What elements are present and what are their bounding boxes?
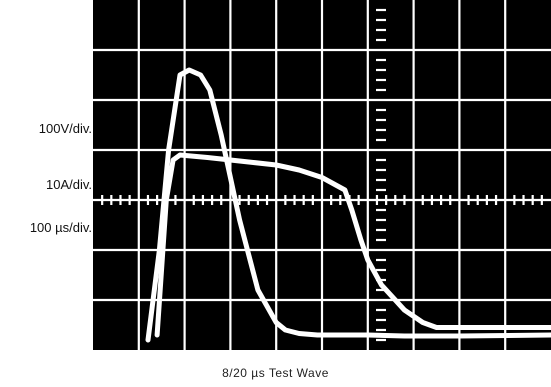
chart-caption: 8/20 µs Test Wave bbox=[222, 366, 329, 380]
voltage-scale-label: 100V/div. bbox=[38, 121, 92, 136]
current-scale-label: 10A/div. bbox=[45, 177, 92, 192]
time-scale-label: 100 µs/div. bbox=[29, 220, 92, 235]
traces bbox=[145, 67, 551, 343]
series-line-2 bbox=[154, 152, 551, 338]
graticule bbox=[93, 0, 551, 350]
series-line-1 bbox=[145, 67, 551, 343]
oscilloscope-screen bbox=[93, 0, 551, 350]
